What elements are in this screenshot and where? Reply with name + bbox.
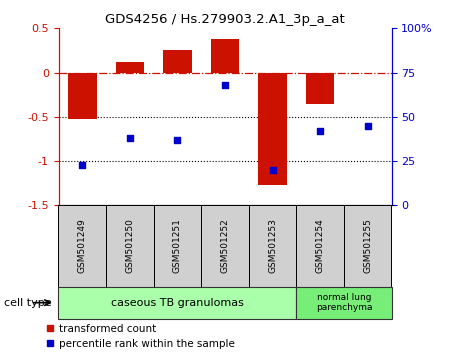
- Bar: [258, 73, 287, 185]
- Bar: [344, 205, 392, 287]
- Bar: [201, 205, 249, 287]
- Bar: [153, 205, 201, 287]
- Bar: [306, 73, 334, 104]
- Text: GSM501249: GSM501249: [78, 219, 87, 273]
- Text: GSM501252: GSM501252: [220, 219, 230, 273]
- Point: [221, 82, 229, 88]
- Text: GSM501253: GSM501253: [268, 218, 277, 274]
- Bar: [297, 287, 392, 319]
- Text: caseous TB granulomas: caseous TB granulomas: [111, 298, 244, 308]
- Text: normal lung
parenchyma: normal lung parenchyma: [316, 293, 372, 312]
- Bar: [58, 205, 106, 287]
- Legend: transformed count, percentile rank within the sample: transformed count, percentile rank withi…: [46, 324, 235, 349]
- Text: GSM501255: GSM501255: [363, 218, 372, 274]
- Point: [316, 128, 324, 134]
- Point: [269, 167, 276, 173]
- Text: GSM501251: GSM501251: [173, 218, 182, 274]
- Title: GDS4256 / Hs.279903.2.A1_3p_a_at: GDS4256 / Hs.279903.2.A1_3p_a_at: [105, 13, 345, 26]
- Text: GSM501254: GSM501254: [315, 219, 324, 273]
- Bar: [106, 205, 153, 287]
- Point: [126, 135, 134, 141]
- Text: cell type: cell type: [4, 298, 52, 308]
- Bar: [163, 51, 192, 73]
- Bar: [249, 205, 297, 287]
- Point: [79, 162, 86, 167]
- Bar: [58, 287, 297, 319]
- Text: GSM501250: GSM501250: [126, 218, 135, 274]
- Point: [364, 123, 371, 129]
- Bar: [211, 39, 239, 73]
- Bar: [68, 73, 97, 120]
- Bar: [116, 62, 144, 73]
- Point: [174, 137, 181, 143]
- Bar: [297, 205, 344, 287]
